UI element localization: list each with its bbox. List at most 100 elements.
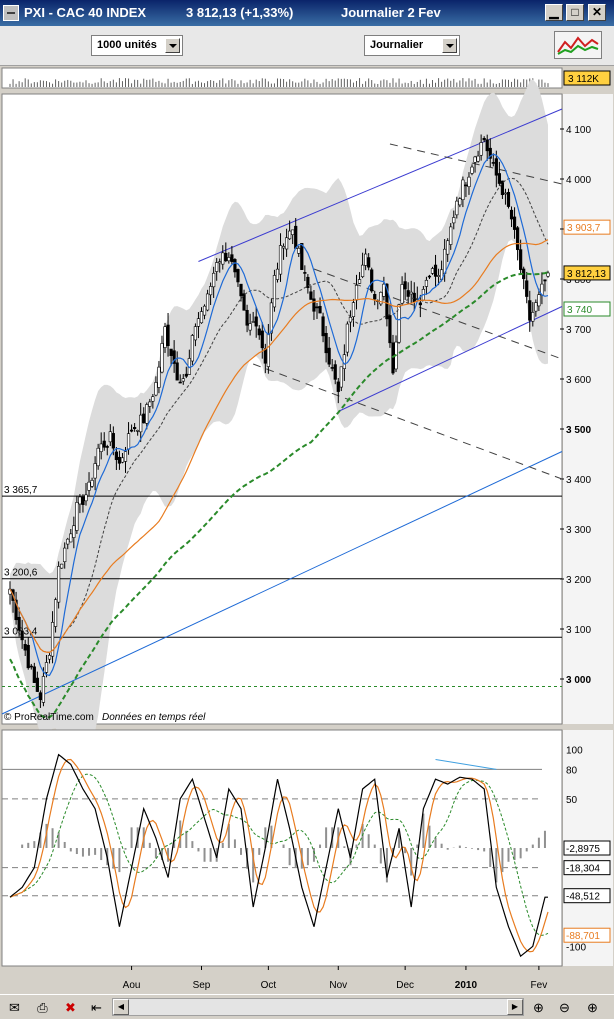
zoom-fit-icon[interactable]: ⊕ <box>533 999 544 1015</box>
candle-body <box>23 644 27 651</box>
date-tick-label: Oct <box>261 980 277 991</box>
candle-body <box>236 269 240 283</box>
candle-body <box>196 318 201 327</box>
candle-body <box>360 264 365 277</box>
osc-badge <box>563 888 611 904</box>
price-badge <box>563 265 611 281</box>
candle-body <box>227 257 231 262</box>
candle-body <box>117 456 122 464</box>
osc-smooth-line <box>9 758 549 953</box>
candle-body <box>29 665 33 668</box>
scroll-left-start-icon[interactable]: ⇤ <box>91 999 102 1015</box>
chart-scrollbar[interactable]: ◀ ▶ <box>112 998 524 1016</box>
zoom-out-icon[interactable]: ⊖ <box>559 999 570 1015</box>
candle-body <box>102 440 106 448</box>
candle-body <box>26 644 30 669</box>
volume-badge <box>563 70 611 86</box>
candle-body <box>473 156 477 163</box>
price-tick-label: 3 400 <box>566 475 591 486</box>
candle-body <box>120 457 125 463</box>
units-select[interactable]: 1000 unités <box>91 35 183 56</box>
volume-panel: 3 112K <box>1 67 611 89</box>
maximize-button[interactable]: □ <box>566 4 584 21</box>
price-badge <box>563 219 611 235</box>
indicators-button[interactable] <box>554 31 602 59</box>
candle-body <box>364 253 368 266</box>
candle-body <box>309 291 313 300</box>
osc-tick-label: 100 <box>566 746 583 757</box>
period-select-value: Journalier <box>370 39 424 51</box>
osc-main-line <box>9 753 548 958</box>
print-icon[interactable]: ⎙ <box>37 999 48 1015</box>
app-menu-icon[interactable] <box>3 5 19 21</box>
volume-badge-label: 3 112K <box>568 74 599 85</box>
delete-tool-icon[interactable]: ✖ <box>65 999 76 1015</box>
candle-body <box>151 396 155 402</box>
horizontal-level-label: 3 365,7 <box>4 485 38 496</box>
candle-body <box>169 348 173 356</box>
watermark-subtitle: Données en temps réel <box>102 712 206 723</box>
candle-body <box>512 216 517 230</box>
candle-body <box>266 333 270 367</box>
candle-body <box>455 200 459 216</box>
candle-body <box>281 246 286 249</box>
candle-body <box>72 525 76 538</box>
candle-body <box>224 252 228 262</box>
candle-body <box>516 227 520 250</box>
candle-body <box>382 283 386 297</box>
candle-body <box>44 662 49 673</box>
volume-frame <box>1 67 563 89</box>
candle-body <box>461 179 465 200</box>
candle-body <box>519 249 523 270</box>
scroll-left-arrow[interactable]: ◀ <box>113 999 129 1015</box>
candle-body <box>491 162 495 164</box>
candle-body <box>148 401 152 407</box>
price-tick-label: 3 600 <box>566 375 591 386</box>
scroll-right-arrow[interactable]: ▶ <box>507 999 523 1015</box>
osc-badge-label: -18,304 <box>566 864 600 875</box>
candle-body <box>14 599 18 621</box>
candle-body <box>47 655 52 660</box>
indicators-icon <box>557 36 599 55</box>
watermark-text: © ProRealTime.com <box>4 712 94 723</box>
candle-body <box>66 538 70 545</box>
candle-body <box>294 225 298 249</box>
candle-body <box>546 272 550 277</box>
candle-body <box>528 300 532 321</box>
candle-body <box>60 563 64 569</box>
chevron-down-icon[interactable] <box>442 38 457 53</box>
close-button[interactable]: ✕ <box>588 4 606 21</box>
candle-body <box>260 330 264 349</box>
status-bar: ✉ ⎙ ✖ ⇤ ◀ ▶ ⊕ ⊖ ⊕ <box>0 994 614 1019</box>
candle-body <box>212 272 216 288</box>
candle-body <box>275 268 280 280</box>
mail-icon[interactable]: ✉ <box>9 999 20 1015</box>
candle-body <box>166 324 170 347</box>
candle-body <box>205 293 210 311</box>
candle-body <box>17 616 21 631</box>
period-select[interactable]: Journalier <box>364 35 460 56</box>
date-tick-label: Sep <box>193 980 211 991</box>
candle-body <box>482 137 486 141</box>
candle-body <box>339 366 343 388</box>
candle-body <box>297 248 301 254</box>
candle-body <box>412 292 416 303</box>
candle-body <box>202 305 207 316</box>
candle-body <box>199 311 204 324</box>
chevron-down-icon[interactable] <box>165 38 180 53</box>
candle-body <box>284 237 289 250</box>
zoom-in-icon[interactable]: ⊕ <box>587 999 598 1015</box>
ma-50-line <box>9 239 549 654</box>
candle-body <box>136 430 140 432</box>
candle-body <box>543 279 547 282</box>
candle-body <box>385 283 389 320</box>
price-tick-label: 3 200 <box>566 575 591 586</box>
candle-body <box>105 446 109 448</box>
candle-body <box>300 243 304 270</box>
minimize-button[interactable]: ▁ <box>545 4 563 21</box>
candle-body <box>154 382 158 396</box>
candle-body <box>75 502 79 531</box>
